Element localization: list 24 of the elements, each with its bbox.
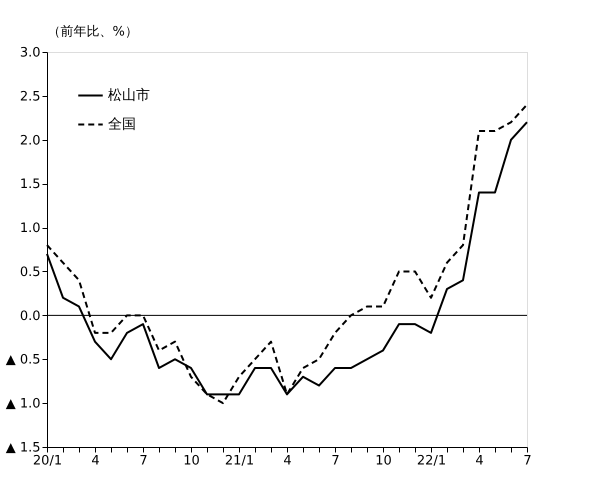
- x-tick-label: 7: [139, 454, 148, 468]
- y-tick-label: ▲ 1.5: [6, 440, 40, 456]
- x-tick-label: 4: [283, 454, 292, 468]
- legend-label: 松山市: [108, 88, 150, 104]
- y-tick-label: 1.0: [20, 221, 40, 236]
- x-tick-label: 10: [183, 454, 200, 468]
- x-tick-label: 20/1: [32, 454, 62, 468]
- x-tick-label: 4: [475, 454, 484, 468]
- y-tick-label: ▲ 1.0: [6, 396, 40, 412]
- y-tick-label: 3.0: [20, 46, 40, 60]
- x-tick-label: 7: [523, 454, 532, 468]
- y-tick-label: 2.5: [20, 89, 40, 104]
- y-axis-title: （前年比、%）: [48, 24, 138, 40]
- x-tick-label: 10: [375, 454, 392, 468]
- x-tick-label: 4: [91, 454, 100, 468]
- legend-label: 全国: [108, 116, 136, 132]
- y-tick-label: 0.0: [20, 308, 40, 324]
- x-tick-label: 22/1: [416, 454, 446, 468]
- y-tick-label: 1.5: [20, 177, 40, 192]
- y-tick-label: 2.0: [20, 133, 40, 148]
- x-tick-label: 7: [331, 454, 340, 468]
- x-tick-label: 21/1: [224, 454, 254, 468]
- y-tick-label: ▲ 0.5: [6, 352, 40, 368]
- y-tick-label: 0.5: [20, 264, 40, 280]
